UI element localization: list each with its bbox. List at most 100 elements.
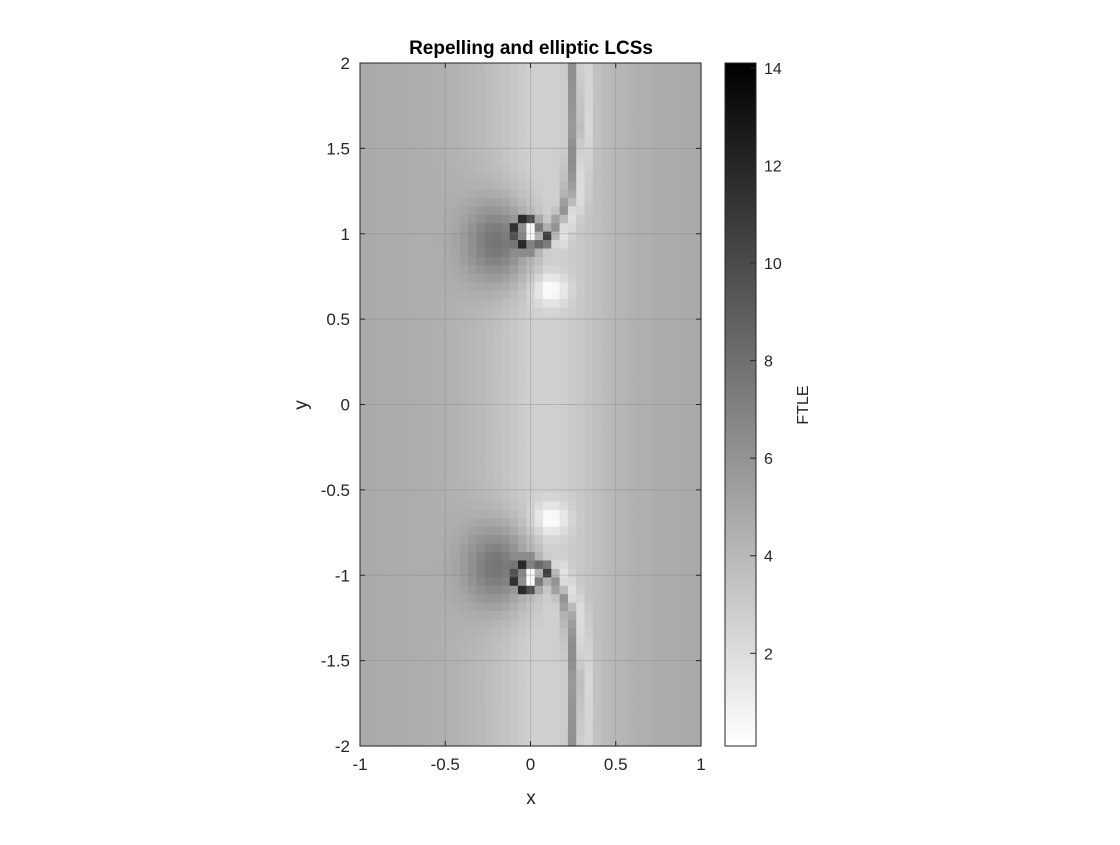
heatmap-cell xyxy=(676,374,685,385)
heatmap-cell xyxy=(609,720,619,730)
heatmap-cell xyxy=(642,703,652,713)
heatmap-cell xyxy=(434,164,444,174)
heatmap-cell xyxy=(376,459,386,469)
heatmap-cell xyxy=(592,189,602,199)
heatmap-cell xyxy=(626,341,636,351)
heatmap-cell xyxy=(393,661,403,671)
heatmap-cell xyxy=(567,366,577,376)
heatmap-cell xyxy=(626,282,636,292)
heatmap-cell xyxy=(384,653,394,663)
heatmap-cell xyxy=(509,273,519,283)
heatmap-cell xyxy=(609,273,619,283)
heatmap-cell xyxy=(484,189,494,199)
heatmap-cell xyxy=(659,636,669,646)
heatmap-cell xyxy=(659,543,669,553)
heatmap-cell xyxy=(551,273,561,283)
heatmap-cell xyxy=(676,197,685,207)
heatmap-cell xyxy=(384,341,394,351)
heatmap-cell xyxy=(418,703,428,713)
heatmap-cell xyxy=(642,256,652,266)
heatmap-cell xyxy=(451,240,461,250)
heatmap-cell xyxy=(459,636,469,646)
heatmap-cell xyxy=(534,594,544,604)
heatmap-cell xyxy=(484,686,494,697)
heatmap-cell xyxy=(609,113,619,123)
heatmap-cell xyxy=(451,619,461,629)
heatmap-cell xyxy=(360,434,369,444)
heatmap-cell xyxy=(360,501,369,511)
heatmap-cell xyxy=(576,349,586,359)
heatmap-cell xyxy=(426,290,436,300)
heatmap-cell xyxy=(626,332,636,342)
heatmap-cell xyxy=(642,417,652,427)
heatmap-cell xyxy=(634,602,644,612)
heatmap-cell xyxy=(567,155,577,165)
heatmap-cell xyxy=(642,299,652,309)
heatmap-cell xyxy=(384,172,394,182)
heatmap-cell xyxy=(526,197,536,207)
heatmap-cell xyxy=(401,434,411,444)
heatmap-cell xyxy=(426,122,436,132)
heatmap-cell xyxy=(526,712,536,722)
heatmap-cell xyxy=(676,729,685,739)
heatmap-cell xyxy=(617,79,627,89)
heatmap-cell xyxy=(476,349,486,359)
heatmap-cell xyxy=(676,181,685,191)
heatmap-cell xyxy=(493,509,502,519)
heatmap-cell xyxy=(626,526,636,536)
heatmap-cell xyxy=(360,282,369,292)
heatmap-cell xyxy=(617,223,627,233)
heatmap-cell xyxy=(659,408,669,418)
heatmap-cell xyxy=(443,79,453,89)
heatmap-cell xyxy=(509,324,519,334)
colorbar-scale xyxy=(724,62,757,747)
heatmap-cell xyxy=(418,686,428,697)
heatmap-cell xyxy=(542,181,552,191)
heatmap-cell xyxy=(501,214,511,224)
heatmap-cell xyxy=(426,113,436,123)
heatmap-cell xyxy=(584,63,594,73)
heatmap-cell xyxy=(642,358,652,368)
heatmap-cell xyxy=(542,644,552,654)
heatmap-cell xyxy=(368,223,378,233)
heatmap-cell xyxy=(509,653,519,663)
heatmap-cell xyxy=(501,678,511,688)
heatmap-cell xyxy=(576,79,586,89)
heatmap-cell xyxy=(459,661,469,671)
heatmap-cell xyxy=(459,341,469,351)
heatmap-cell xyxy=(451,206,461,216)
heatmap-cell xyxy=(651,391,661,401)
heatmap-cell xyxy=(592,467,602,477)
heatmap-cell xyxy=(659,720,669,730)
heatmap-cell xyxy=(468,585,478,595)
heatmap-cell xyxy=(559,661,569,671)
heatmap-cell xyxy=(634,130,644,140)
heatmap-cell xyxy=(376,644,386,654)
heatmap-cell xyxy=(642,526,652,536)
heatmap-cell xyxy=(376,686,386,697)
heatmap-cell xyxy=(542,442,552,452)
heatmap-cell xyxy=(584,122,594,132)
heatmap-cell xyxy=(484,164,494,174)
heatmap-cell xyxy=(518,332,527,342)
heatmap-cell xyxy=(393,324,403,334)
heatmap-cell xyxy=(476,467,486,477)
heatmap-cell xyxy=(451,172,461,182)
heatmap-cell xyxy=(443,594,453,604)
heatmap-cell xyxy=(534,568,544,578)
heatmap-cell xyxy=(634,678,644,688)
heatmap-cell xyxy=(476,181,486,191)
heatmap-cell xyxy=(484,400,494,410)
heatmap-cell xyxy=(667,493,677,503)
heatmap-cell xyxy=(651,164,661,174)
heatmap-cell xyxy=(393,568,403,578)
heatmap-cell xyxy=(393,240,403,250)
heatmap-cell xyxy=(567,391,577,401)
heatmap-cell xyxy=(584,71,594,81)
heatmap-cell xyxy=(567,105,577,115)
heatmap-cell xyxy=(642,476,652,486)
heatmap-cell xyxy=(576,290,586,300)
heatmap-cell xyxy=(676,147,685,157)
heatmap-cell xyxy=(684,299,694,309)
heatmap-cell xyxy=(609,307,619,317)
